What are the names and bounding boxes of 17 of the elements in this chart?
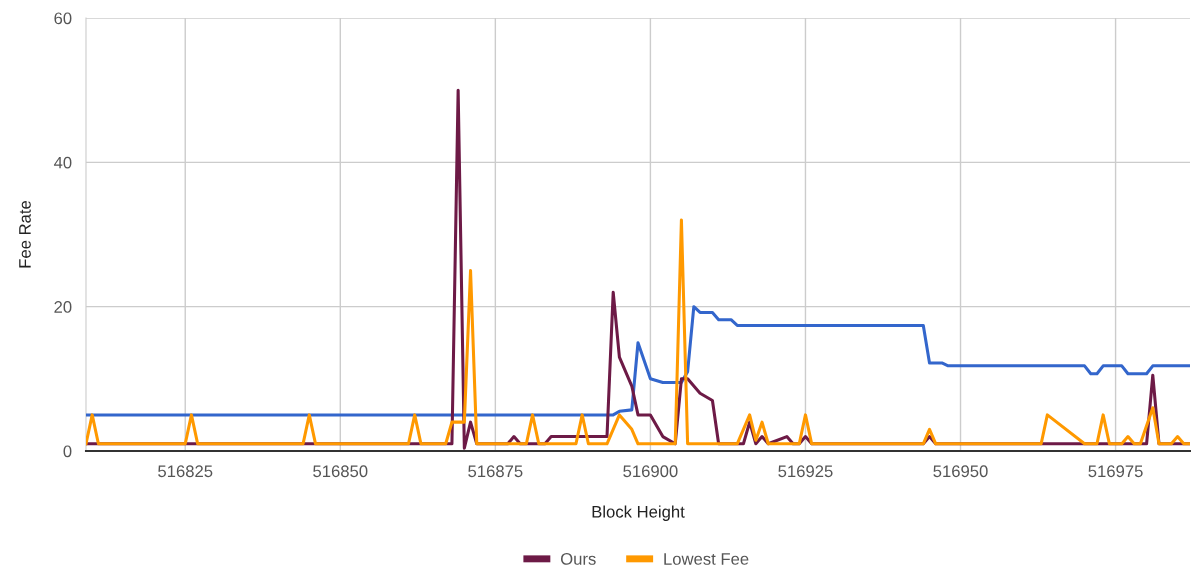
- x-axis-title: Block Height: [592, 505, 685, 521]
- y-tick-label: 0: [63, 445, 72, 458]
- line-series: [86, 305, 1190, 417]
- x-tick-label: 516950: [933, 465, 988, 478]
- x-tick-label: 516825: [158, 465, 213, 478]
- legend-label: Ours: [560, 553, 596, 565]
- y-tick-label: 20: [54, 301, 72, 313]
- y-tick-label: 40: [53, 156, 72, 169]
- x-tick-label: 516900: [623, 465, 678, 478]
- x-tick-label: 516975: [1088, 465, 1143, 478]
- x-tick-label: 516875: [468, 465, 523, 478]
- y-axis-title: Fee Rate: [19, 200, 31, 268]
- line-series: [86, 218, 1190, 446]
- y-tick-label: 60: [54, 12, 72, 25]
- x-tick-label: 516925: [778, 465, 833, 478]
- x-tick-label: 516850: [313, 465, 368, 478]
- legend-label: Lowest Fee: [664, 553, 749, 565]
